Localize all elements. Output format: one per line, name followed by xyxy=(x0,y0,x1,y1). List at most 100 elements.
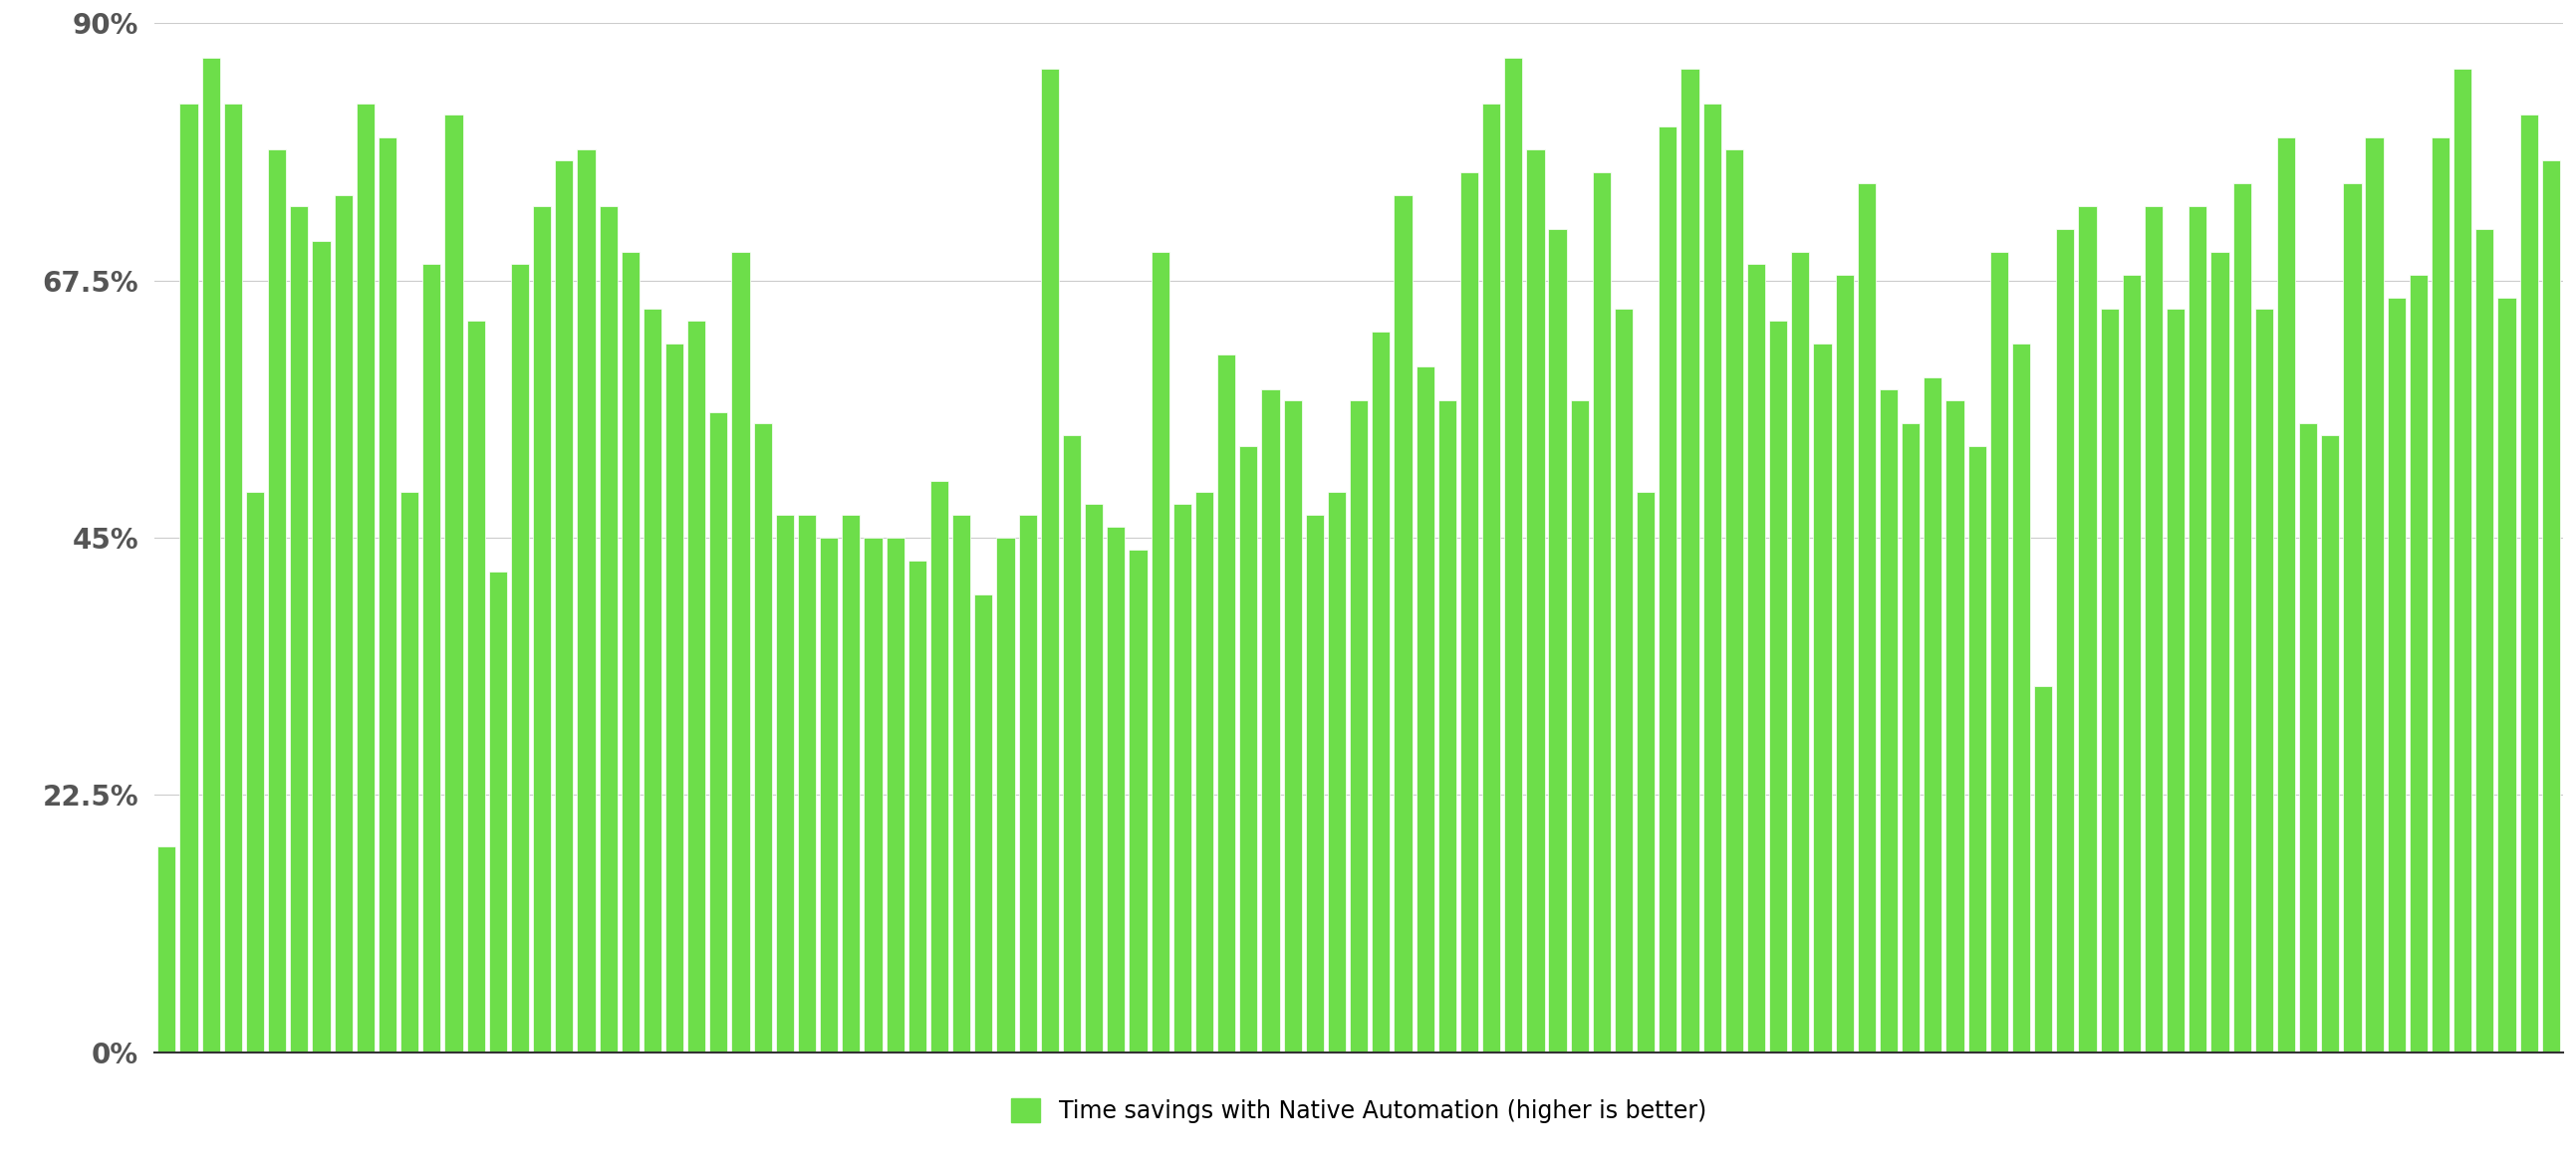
Bar xyxy=(466,320,484,1052)
Bar xyxy=(1239,447,1257,1052)
Bar xyxy=(1659,126,1677,1052)
Bar xyxy=(2321,435,2339,1052)
Bar xyxy=(446,115,464,1052)
Bar xyxy=(1306,514,1324,1052)
Bar xyxy=(863,538,881,1052)
Bar xyxy=(1437,401,1455,1052)
Bar xyxy=(2233,184,2251,1052)
Bar xyxy=(1262,389,1280,1052)
Bar xyxy=(886,538,904,1052)
Bar xyxy=(1636,492,1654,1052)
Bar xyxy=(245,492,265,1052)
Bar xyxy=(953,514,971,1052)
Bar xyxy=(1504,57,1522,1052)
Bar xyxy=(1880,389,1899,1052)
Bar xyxy=(2277,138,2295,1052)
Bar xyxy=(2166,309,2184,1052)
Bar xyxy=(1814,344,1832,1052)
Legend: Time savings with Native Automation (higher is better): Time savings with Native Automation (hig… xyxy=(1002,1090,1716,1133)
Bar xyxy=(2012,344,2030,1052)
Bar xyxy=(2079,206,2097,1052)
Bar xyxy=(732,253,750,1052)
Bar xyxy=(2056,229,2074,1052)
Bar xyxy=(510,263,528,1052)
Bar xyxy=(621,253,639,1052)
Bar xyxy=(819,538,837,1052)
Bar xyxy=(1615,309,1633,1052)
Bar xyxy=(1064,435,1082,1052)
Bar xyxy=(2099,309,2117,1052)
Bar xyxy=(1528,150,1546,1052)
Bar xyxy=(180,103,198,1052)
Bar xyxy=(1128,549,1146,1052)
Bar xyxy=(1703,103,1721,1052)
Bar xyxy=(1283,401,1301,1052)
Bar xyxy=(1857,184,1875,1052)
Bar xyxy=(2432,138,2450,1052)
Bar xyxy=(1151,253,1170,1052)
Bar xyxy=(755,423,773,1052)
Bar xyxy=(2452,69,2473,1052)
Bar xyxy=(335,195,353,1052)
Bar xyxy=(997,538,1015,1052)
Bar xyxy=(1373,332,1391,1052)
Bar xyxy=(909,561,927,1052)
Bar xyxy=(1195,492,1213,1052)
Bar xyxy=(224,103,242,1052)
Bar xyxy=(1327,492,1345,1052)
Bar xyxy=(842,514,860,1052)
Bar xyxy=(1924,378,1942,1052)
Bar xyxy=(2254,309,2272,1052)
Bar xyxy=(2499,298,2517,1052)
Bar xyxy=(688,320,706,1052)
Bar xyxy=(1481,103,1499,1052)
Bar xyxy=(1417,366,1435,1052)
Bar xyxy=(1108,526,1126,1052)
Bar xyxy=(1394,195,1412,1052)
Bar xyxy=(1945,401,1963,1052)
Bar xyxy=(665,344,683,1052)
Bar xyxy=(2300,423,2318,1052)
Bar xyxy=(1018,514,1036,1052)
Bar xyxy=(1571,401,1589,1052)
Bar xyxy=(2146,206,2164,1052)
Bar xyxy=(268,150,286,1052)
Bar xyxy=(930,480,948,1052)
Bar xyxy=(422,263,440,1052)
Bar xyxy=(1350,401,1368,1052)
Bar xyxy=(1682,69,1700,1052)
Bar xyxy=(2476,229,2494,1052)
Bar xyxy=(1837,275,1855,1052)
Bar xyxy=(1901,423,1919,1052)
Bar xyxy=(600,206,618,1052)
Bar xyxy=(554,160,572,1052)
Bar xyxy=(1790,253,1808,1052)
Bar xyxy=(355,103,374,1052)
Bar xyxy=(291,206,309,1052)
Bar xyxy=(644,309,662,1052)
Bar xyxy=(2210,253,2228,1052)
Bar xyxy=(1548,229,1566,1052)
Bar xyxy=(974,595,992,1052)
Bar xyxy=(799,514,817,1052)
Bar xyxy=(1991,253,2009,1052)
Bar xyxy=(1747,263,1765,1052)
Bar xyxy=(1218,355,1236,1052)
Bar xyxy=(312,241,330,1052)
Bar xyxy=(399,492,417,1052)
Bar xyxy=(2365,138,2383,1052)
Bar xyxy=(2543,160,2561,1052)
Bar xyxy=(1041,69,1059,1052)
Bar xyxy=(2123,275,2141,1052)
Bar xyxy=(2409,275,2427,1052)
Bar xyxy=(708,411,726,1052)
Bar xyxy=(201,57,219,1052)
Bar xyxy=(1592,172,1610,1052)
Bar xyxy=(489,572,507,1052)
Bar xyxy=(2388,298,2406,1052)
Bar xyxy=(775,514,793,1052)
Bar xyxy=(2190,206,2208,1052)
Bar xyxy=(1726,150,1744,1052)
Bar xyxy=(2035,686,2053,1052)
Bar xyxy=(379,138,397,1052)
